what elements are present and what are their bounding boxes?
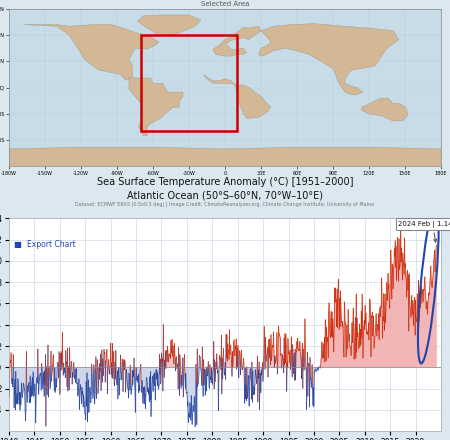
Text: Dataset: ECMWF ERA5 (0.5x0.5 deg) | Image Credit: ClimateReanalyzer.org, Climate: Dataset: ECMWF ERA5 (0.5x0.5 deg) | Imag… (76, 201, 374, 207)
Bar (141, 35, 237, 132)
Polygon shape (213, 26, 261, 56)
Polygon shape (129, 77, 183, 136)
Polygon shape (9, 147, 441, 166)
Polygon shape (23, 25, 159, 81)
Polygon shape (203, 74, 270, 118)
Text: ■: ■ (14, 240, 22, 249)
Text: 2024 Feb | 1.143 °C: 2024 Feb | 1.143 °C (398, 220, 450, 242)
Title: Selected Area: Selected Area (201, 1, 249, 7)
Polygon shape (259, 24, 399, 95)
Polygon shape (362, 98, 407, 121)
Text: Export Chart: Export Chart (27, 240, 76, 249)
Title: Sea Surface Temperature Anomaly (°C) [1951–2000]
Atlantic Ocean (50°S–60°N, 70°W: Sea Surface Temperature Anomaly (°C) [19… (97, 177, 353, 201)
Polygon shape (137, 15, 201, 35)
